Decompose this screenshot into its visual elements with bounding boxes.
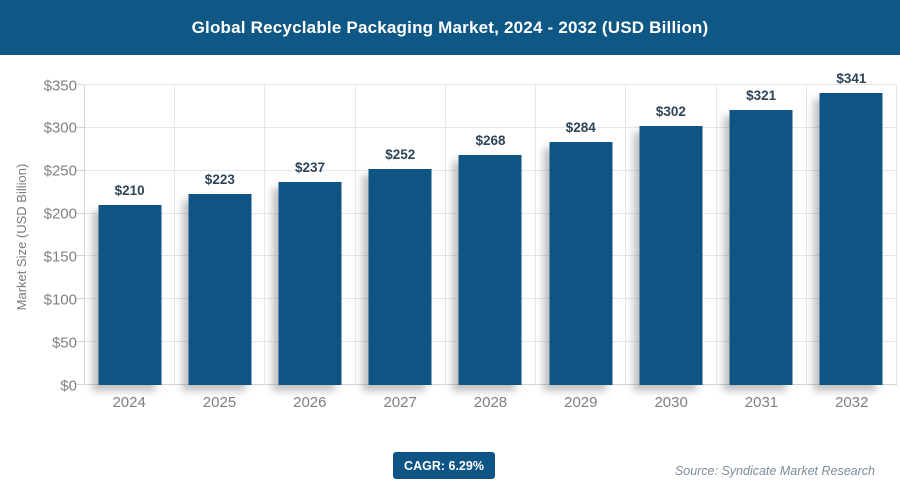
bar-2028 <box>458 155 522 385</box>
chart-title: Global Recyclable Packaging Market, 2024… <box>191 17 709 37</box>
bar-2030 <box>639 126 703 385</box>
bar-2032 <box>819 92 883 385</box>
bar-cell-2024: $210 <box>85 85 176 385</box>
y-tick-label: $300 <box>43 119 77 137</box>
bar-cell-2026: $237 <box>265 85 356 385</box>
gridline-y-350 <box>85 84 897 85</box>
x-tick-label-2032: 2032 <box>835 394 869 411</box>
y-tick-label: $100 <box>43 291 77 309</box>
bar-value-label-2026: $237 <box>295 159 326 175</box>
y-tick-label: $200 <box>43 205 77 223</box>
cagr-badge: CAGR: 6.29% <box>393 452 495 479</box>
x-tick-label-2030: 2030 <box>654 394 688 411</box>
plot-area: $210 $223 $237 $252 $268 $284 $302 $321 $341 $0 $… <box>44 71 897 394</box>
y-tick-mark <box>77 298 84 300</box>
x-tick-label-2031: 2031 <box>744 394 779 411</box>
bar-cell-2028: $268 <box>446 85 537 385</box>
bar-value-label-2028: $268 <box>475 133 506 149</box>
y-tick-mark <box>77 126 84 128</box>
y-tick-label: $150 <box>43 248 77 266</box>
x-axis-labels: 2024 2025 2026 2027 2028 2029 2030 2031 2032 <box>84 392 897 414</box>
y-tick-mark <box>77 384 84 385</box>
bar-cells: $210 $223 $237 $252 $268 $284 $302 $321 $341 <box>85 71 897 385</box>
bar-value-label-2032: $341 <box>836 70 867 86</box>
y-tick-label: $250 <box>43 162 77 180</box>
bar-value-label-2029: $284 <box>565 119 596 135</box>
y-tick-mark <box>77 169 84 171</box>
bar-2029 <box>549 141 613 385</box>
bar-2026 <box>278 181 342 385</box>
bar-cell-2029: $284 <box>536 85 627 385</box>
bar-cell-2030: $302 <box>626 85 717 385</box>
y-tick-mark <box>77 255 84 257</box>
y-tick-mark <box>77 341 84 343</box>
bar-cell-2027: $252 <box>356 85 446 385</box>
y-tick-mark <box>77 212 84 214</box>
bar-2025 <box>188 193 252 385</box>
bar-value-label-2030: $302 <box>655 104 686 120</box>
cagr-label: CAGR: 6.29% <box>404 458 484 473</box>
x-tick-label-2028: 2028 <box>473 394 508 411</box>
bar-2031 <box>729 109 793 385</box>
bar-value-label-2024: $210 <box>114 183 145 198</box>
bar-cell-2031: $321 <box>717 85 807 385</box>
y-tick-label: $350 <box>43 77 77 94</box>
x-tick-label-2025: 2025 <box>202 394 237 411</box>
y-tick-label: $50 <box>51 334 77 352</box>
x-tick-label-2026: 2026 <box>293 394 327 411</box>
gridline-y-300 <box>85 126 897 128</box>
x-tick-label-2024: 2024 <box>112 394 146 411</box>
bar-cell-2032: $341 <box>807 71 897 385</box>
bar-2024 <box>98 205 162 385</box>
bar-cell-2025: $223 <box>175 85 266 385</box>
bar-value-label-2027: $252 <box>385 147 416 162</box>
chart-header: Global Recyclable Packaging Market, 2024… <box>0 0 900 55</box>
x-tick-label-2027: 2027 <box>383 394 417 411</box>
bar-value-label-2031: $321 <box>746 87 777 103</box>
x-tick-label-2029: 2029 <box>564 394 598 411</box>
source-attribution: Source: Syndicate Market Research <box>674 464 875 478</box>
y-tick-label: $0 <box>60 377 77 394</box>
bar-2027 <box>368 169 432 385</box>
bar-value-label-2025: $223 <box>204 171 235 187</box>
y-tick-mark <box>77 84 84 85</box>
